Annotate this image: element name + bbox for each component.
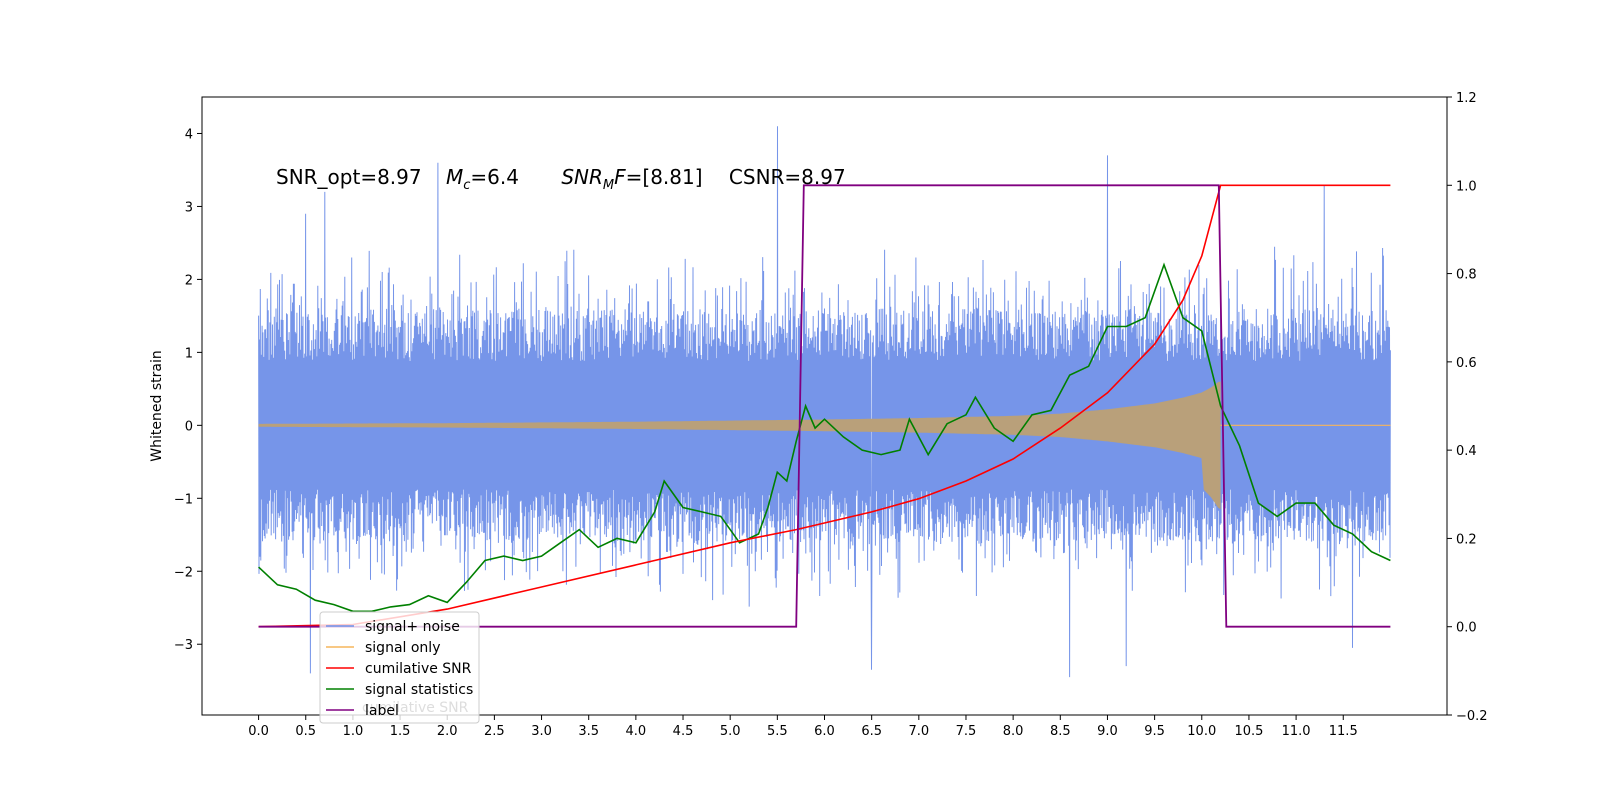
x-tick-label: 2.0	[437, 724, 458, 739]
y-tick-label-left: 0	[185, 419, 193, 434]
x-tick-label: 3.0	[531, 724, 552, 739]
y-tick-label-left: 1	[185, 346, 193, 361]
x-tick-label: 9.5	[1144, 724, 1165, 739]
x-tick-label: 5.5	[767, 724, 788, 739]
y-tick-label-left: 3	[185, 200, 193, 215]
annotation-snrmf-value: =[8.81]	[626, 165, 703, 189]
axis-ticks: 0.0 0.5 1.0 1.5 2.0 2.5 3.0 3.5 4.0 4.5 5.0 5.5 6.0 6…	[174, 91, 1488, 739]
y-tick-label-left: −2	[174, 565, 193, 580]
y-tick-label-right: 0.4	[1456, 444, 1477, 459]
x-tick-label: 7.5	[956, 724, 977, 739]
y-tick-label-right: 1.0	[1456, 179, 1477, 194]
y-tick-label-left: 4	[185, 127, 193, 142]
y-axis-label: Whitened strain	[149, 350, 165, 461]
x-tick-label: 1.5	[390, 724, 411, 739]
y-tick-label-right: 0.2	[1456, 532, 1477, 547]
x-tick-label: 10.0	[1187, 724, 1216, 739]
x-tick-label: 8.0	[1003, 724, 1024, 739]
x-tick-label: 11.5	[1329, 724, 1358, 739]
chart-annotation: SNR_opt=8.97 Mc=6.4 SNRMF=[8.81] CSNR=8.…	[276, 165, 846, 193]
legend-label-noise: signal+ noise	[365, 619, 460, 635]
series-signal-statistics	[258, 262, 1391, 613]
x-tick-label: 2.5	[484, 724, 505, 739]
annotation-snrmf-sub: M	[603, 178, 614, 193]
series-cumulative-snr	[258, 184, 1391, 628]
x-tick-label: 3.5	[578, 724, 599, 739]
x-tick-label: 4.0	[626, 724, 647, 739]
annotation-snrmf-symbol: SNR	[561, 165, 603, 189]
legend-label-label: label	[365, 703, 399, 719]
x-tick-label: 9.0	[1097, 724, 1118, 739]
y-tick-label-left: 2	[185, 273, 193, 288]
y-tick-label-right: 1.2	[1456, 91, 1477, 106]
y-tick-label-right: 0.8	[1456, 268, 1477, 283]
series-label	[258, 184, 1391, 628]
x-tick-label: 1.0	[343, 724, 364, 739]
annotation-mc-symbol: M	[446, 165, 463, 189]
y-tick-label-right: −0.2	[1456, 709, 1488, 724]
x-tick-label: 0.0	[248, 724, 269, 739]
x-tick-label: 6.0	[814, 724, 835, 739]
y-tick-label-left: −3	[174, 638, 193, 653]
plot-area	[258, 126, 1391, 678]
annotation-snrmf-f: F	[614, 165, 626, 189]
legend-label-signal: signal only	[365, 640, 440, 656]
y-tick-label-left: −1	[174, 492, 193, 507]
annotation-csnr: CSNR=8.97	[729, 165, 846, 189]
y-tick-label-right: 0.6	[1456, 356, 1477, 371]
x-tick-label: 11.0	[1282, 724, 1311, 739]
annotation-mc-value: =6.4	[470, 165, 519, 189]
series-signal-noise	[258, 126, 1391, 678]
x-tick-label: 0.5	[295, 724, 316, 739]
x-tick-label: 4.5	[673, 724, 694, 739]
x-tick-label: 5.0	[720, 724, 741, 739]
x-tick-label: 6.5	[861, 724, 882, 739]
legend-label-cumulative: cumilative SNR	[365, 661, 472, 677]
legend: cumilative SNR signal+ noise signal only…	[319, 611, 480, 724]
y-tick-label-right: 0.0	[1456, 621, 1477, 636]
legend-ghost-text: cumilative SNR	[362, 700, 469, 716]
x-tick-label: 7.0	[908, 724, 929, 739]
legend-label-statistics: signal statistics	[365, 682, 473, 698]
annotation-mc-sub: c	[463, 178, 470, 193]
x-tick-label: 8.5	[1050, 724, 1071, 739]
legend-box	[319, 611, 480, 724]
annotation-snr-opt: SNR_opt=8.97	[276, 165, 422, 189]
x-tick-label: 10.5	[1234, 724, 1263, 739]
